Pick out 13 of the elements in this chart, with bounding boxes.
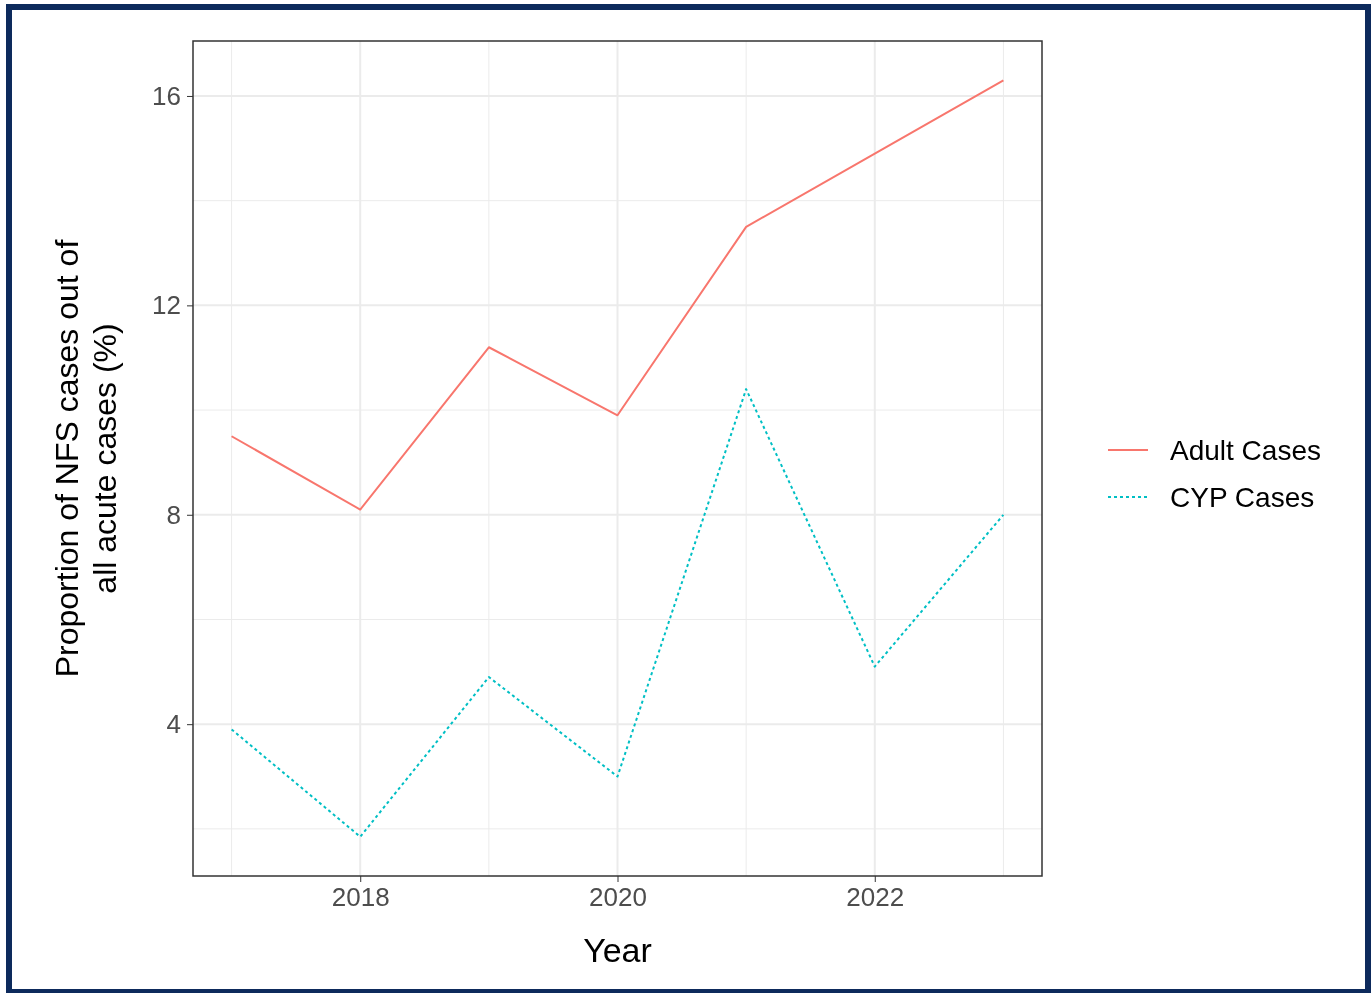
x-tick-label: 2022	[846, 882, 905, 913]
x-tick-label: 2020	[589, 882, 647, 913]
y-axis-title: Proportion of NFS cases out of all acute cases (%)	[49, 239, 123, 678]
legend-label: CYP Cases	[1170, 482, 1315, 513]
line-series	[230, 79, 1005, 511]
y-tick-label: 12	[152, 290, 181, 321]
x-tick-label: 2018	[331, 882, 390, 913]
x-axis-title: Year	[583, 931, 652, 969]
legend-label: Adult Cases	[1170, 435, 1321, 466]
y-tick-label: 16	[152, 80, 181, 111]
y-tick-label: 8	[166, 499, 181, 530]
line-series	[230, 388, 1005, 838]
y-tick-label: 4	[166, 709, 181, 739]
